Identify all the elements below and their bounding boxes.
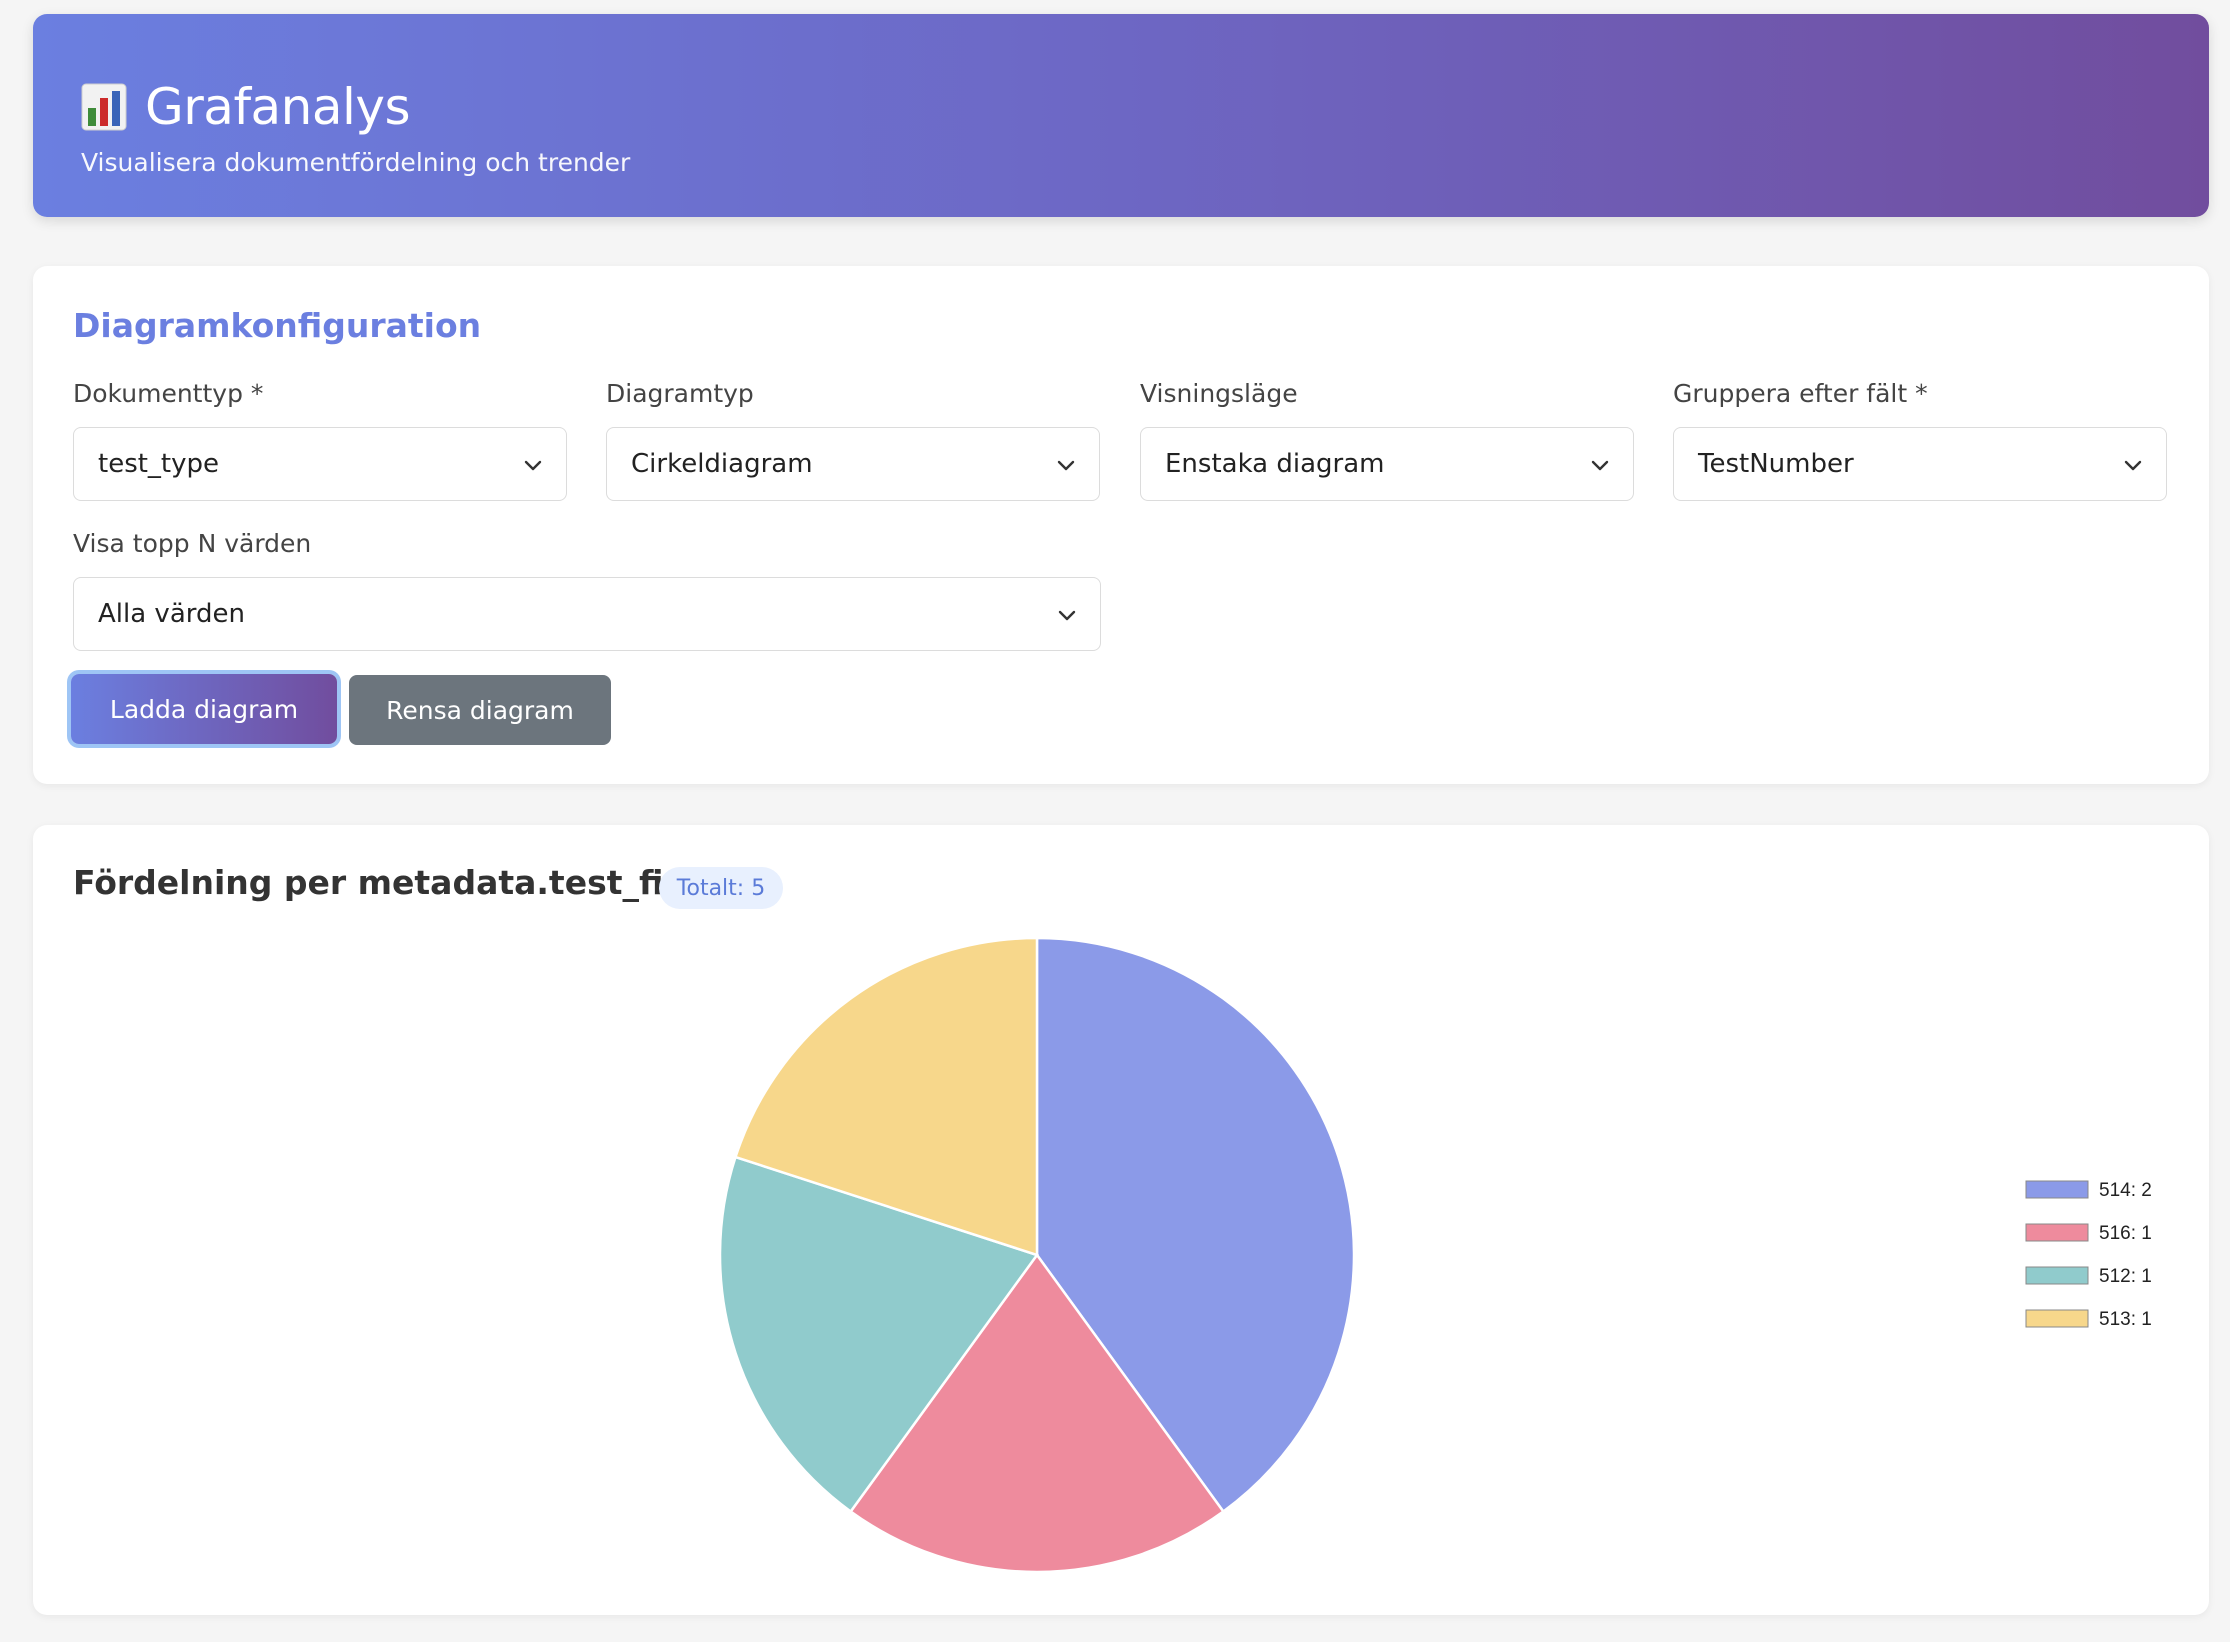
chevron-down-icon <box>1591 460 1609 471</box>
clear-chart-button[interactable]: Rensa diagram <box>349 675 611 745</box>
doc-type-label: Dokumenttyp * <box>73 379 264 408</box>
group-by-value: TestNumber <box>1698 449 1854 479</box>
view-mode-value: Enstaka diagram <box>1165 449 1385 479</box>
chevron-down-icon <box>524 460 542 471</box>
total-badge: Totalt: 5 <box>659 867 783 909</box>
group-by-label: Gruppera efter fält * <box>1673 379 1928 408</box>
legend-label-516: 516: 1 <box>2099 1223 2152 1244</box>
legend-swatch-513 <box>2025 1309 2089 1328</box>
chart-legend: 514: 2 516: 1 512: 1 513: 1 <box>2025 1180 2152 1330</box>
doc-type-value: test_type <box>98 449 220 479</box>
chart-result-panel: Fördelning per metadata.test_field Total… <box>33 825 2209 1615</box>
chart-type-select[interactable]: Cirkeldiagram <box>606 427 1100 501</box>
chart-title: Fördelning per metadata.test_field <box>73 863 721 902</box>
chevron-down-icon <box>2124 460 2142 471</box>
pie-slice-513[interactable] <box>733 936 1039 1257</box>
top-n-label: Visa topp N värden <box>73 529 312 558</box>
pie-slice-514[interactable] <box>1035 936 1356 1514</box>
pie-chart: 514: 2 516: 1 512: 1 513: 1 <box>718 936 2152 1574</box>
legend-label-513: 513: 1 <box>2099 1309 2152 1330</box>
chart-config-panel: Diagramkonfiguration Dokumenttyp * test_… <box>33 266 2209 784</box>
load-chart-button[interactable]: Ladda diagram <box>71 674 337 744</box>
chevron-down-icon <box>1058 610 1076 621</box>
view-mode-select[interactable]: Enstaka diagram <box>1140 427 1634 501</box>
page-title: Grafanalys <box>145 78 411 136</box>
top-n-select[interactable]: Alla värden <box>73 577 1101 651</box>
doc-type-select[interactable]: test_type <box>73 427 567 501</box>
header-title-row: Grafanalys <box>81 72 411 142</box>
legend-label-512: 512: 1 <box>2099 1266 2152 1287</box>
config-title: Diagramkonfiguration <box>73 306 482 345</box>
top-n-value: Alla värden <box>98 599 245 629</box>
legend-label-514: 514: 2 <box>2099 1180 2152 1201</box>
pie-slice-512[interactable] <box>718 1155 1040 1514</box>
legend-swatch-516 <box>2025 1223 2089 1242</box>
legend-swatch-512 <box>2025 1266 2089 1285</box>
legend-swatch-514 <box>2025 1180 2089 1199</box>
group-by-select[interactable]: TestNumber <box>1673 427 2167 501</box>
pie-slices <box>718 936 1356 1574</box>
chevron-down-icon <box>1057 460 1075 471</box>
page-subtitle: Visualisera dokumentfördelning och trend… <box>81 148 631 177</box>
view-mode-label: Visningsläge <box>1140 379 1298 408</box>
pie-slice-516[interactable] <box>848 1252 1226 1574</box>
chart-type-label: Diagramtyp <box>606 379 754 408</box>
bar-chart-icon <box>81 83 127 131</box>
chart-type-value: Cirkeldiagram <box>631 449 813 479</box>
page-header: Grafanalys Visualisera dokumentfördelnin… <box>33 14 2209 217</box>
